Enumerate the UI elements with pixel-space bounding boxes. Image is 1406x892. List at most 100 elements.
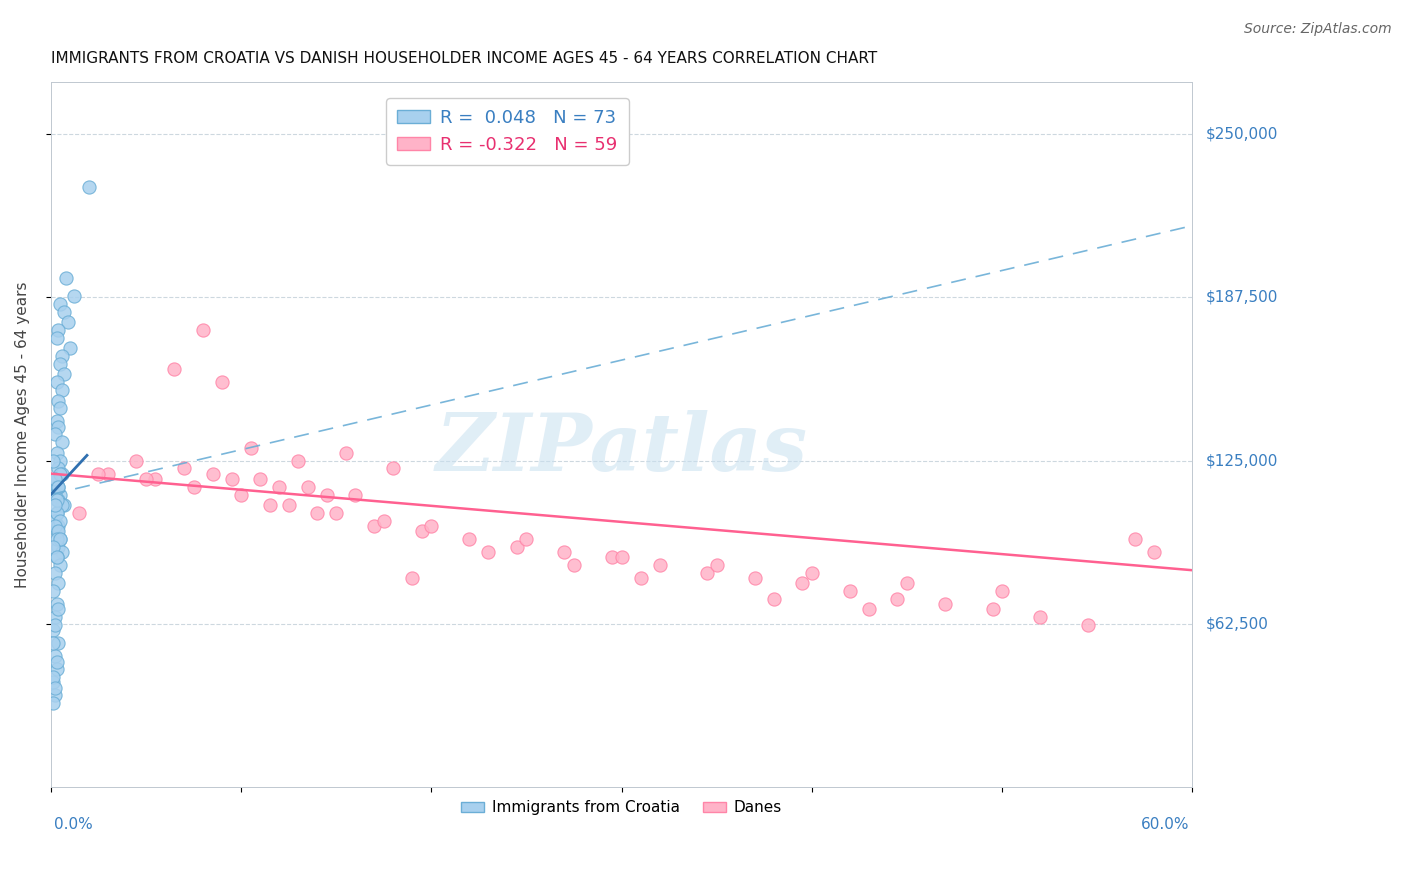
Point [201,467,224,481]
Text: $125,000: $125,000 [1206,453,1278,468]
Point [44,487,66,501]
Point [886,591,908,606]
Point [44,610,66,624]
Y-axis label: Householder Income Ages 45 - 64 years: Householder Income Ages 45 - 64 years [15,281,30,588]
Point [48,323,70,337]
Point [744,571,766,585]
Point [411,524,433,538]
Point [325,506,347,520]
Point [211,376,233,390]
Point [62,289,84,303]
Point [420,519,443,533]
Point [553,545,575,559]
Point [45,331,67,345]
Point [45,597,67,611]
Point [49,357,72,371]
Point [51,545,73,559]
Point [49,514,72,528]
Text: 0.0%: 0.0% [53,817,93,832]
Point [630,571,652,585]
Point [335,446,357,460]
Point [42,670,65,684]
Point [125,453,148,467]
Point [44,498,66,512]
Point [45,532,67,546]
Point [48,524,70,538]
Point [44,689,66,703]
Point [896,576,918,591]
Point [45,446,67,460]
Text: $187,500: $187,500 [1206,290,1278,305]
Legend: Immigrants from Croatia, Danes: Immigrants from Croatia, Danes [456,794,787,822]
Point [45,506,67,520]
Point [401,571,423,585]
Point [297,480,319,494]
Point [49,401,72,416]
Text: Source: ZipAtlas.com: Source: ZipAtlas.com [1244,22,1392,37]
Point [991,584,1014,599]
Point [239,441,262,455]
Point [191,323,214,337]
Point [44,649,66,664]
Point [382,461,405,475]
Point [87,467,110,481]
Point [838,584,860,599]
Point [49,487,72,501]
Point [49,467,72,481]
Point [45,550,67,565]
Point [363,519,385,533]
Point [48,461,70,475]
Point [858,602,880,616]
Point [1143,545,1166,559]
Point [51,383,73,397]
Point [48,576,70,591]
Text: 60.0%: 60.0% [1142,817,1189,832]
Point [51,435,73,450]
Point [183,480,205,494]
Point [249,472,271,486]
Point [45,662,67,676]
Point [934,597,956,611]
Point [45,550,67,565]
Point [1029,610,1052,624]
Point [45,480,67,494]
Point [173,461,195,475]
Point [45,506,67,520]
Point [45,414,67,428]
Point [49,453,72,467]
Point [48,480,70,494]
Point [51,498,73,512]
Point [45,376,67,390]
Point [51,349,73,363]
Point [48,419,70,434]
Point [600,550,623,565]
Point [706,558,728,572]
Text: $250,000: $250,000 [1206,127,1278,142]
Point [48,480,70,494]
Point [42,675,65,690]
Point [44,472,66,486]
Point [49,558,72,572]
Point [51,467,73,481]
Point [145,472,167,486]
Point [344,487,367,501]
Point [221,472,243,486]
Point [42,696,65,710]
Point [48,492,70,507]
Point [373,514,395,528]
Point [648,558,671,572]
Text: ZIPatlas: ZIPatlas [436,409,807,487]
Point [59,342,82,356]
Point [48,636,70,650]
Point [307,506,329,520]
Point [610,550,633,565]
Point [44,472,66,486]
Point [44,519,66,533]
Point [49,532,72,546]
Point [506,540,529,554]
Point [44,618,66,632]
Point [49,532,72,546]
Point [1077,618,1099,632]
Point [56,315,79,329]
Point [45,492,67,507]
